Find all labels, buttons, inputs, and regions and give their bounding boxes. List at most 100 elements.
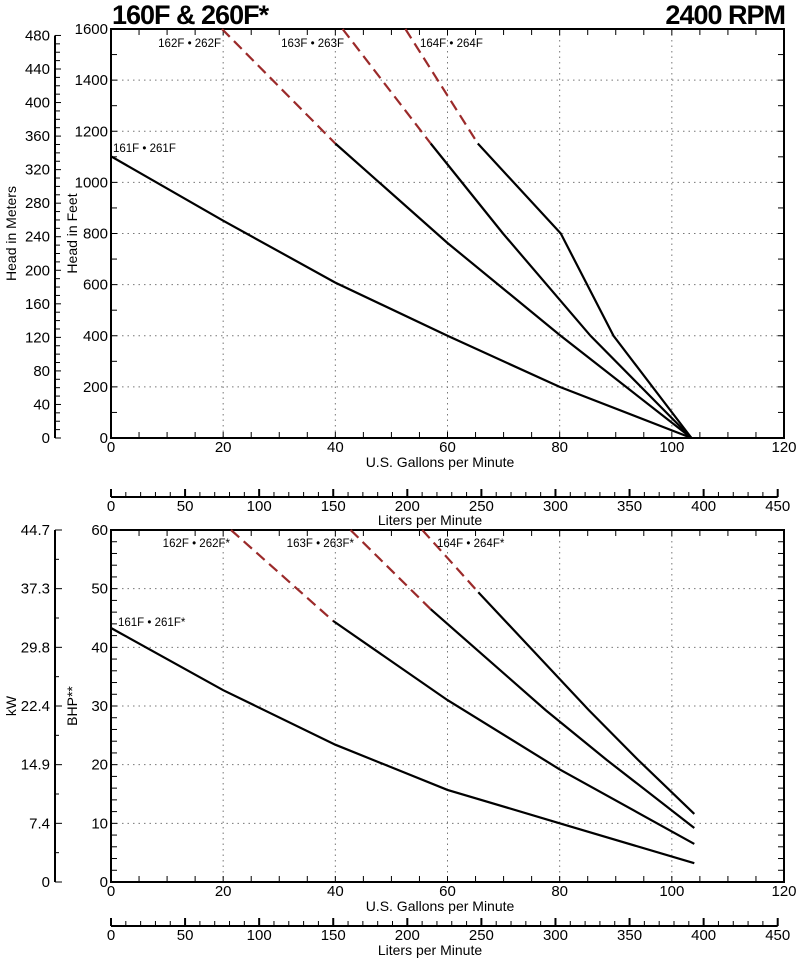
y-tick-label: 1400 bbox=[75, 72, 108, 89]
series-label: 163F • 263F* bbox=[287, 538, 355, 550]
liters-tick-label: 400 bbox=[691, 927, 716, 944]
plot-frame bbox=[110, 28, 785, 439]
meters-tick-label: 320 bbox=[25, 162, 50, 179]
series-label: 164F • 264F bbox=[420, 38, 483, 50]
x-tick-label: 60 bbox=[439, 439, 456, 456]
liters-tick-label: 250 bbox=[469, 498, 494, 515]
series-solid-line bbox=[429, 142, 693, 439]
liters-tick-label: 300 bbox=[543, 927, 568, 944]
meters-tick-label: 400 bbox=[25, 95, 50, 112]
kw-tick-label: 44.7 bbox=[21, 522, 50, 539]
liters-tick-label: 100 bbox=[247, 927, 272, 944]
y-tick-label: 1000 bbox=[75, 174, 108, 191]
series-solid-line bbox=[110, 627, 695, 865]
kw-tick-label: 7.4 bbox=[29, 815, 50, 832]
y-tick-label: 40 bbox=[91, 639, 108, 656]
series-solid-line bbox=[334, 142, 693, 439]
x-tick-label: 20 bbox=[215, 439, 232, 456]
y-tick-label: 20 bbox=[91, 757, 108, 774]
y-tick-label: 1600 bbox=[75, 21, 108, 38]
x-tick-label: 20 bbox=[215, 883, 232, 900]
series-label: 161F • 261F* bbox=[118, 617, 186, 629]
y-tick-label: 50 bbox=[91, 581, 108, 598]
y-tick-label: 600 bbox=[83, 277, 108, 294]
rpm-label: 2400 RPM bbox=[665, 0, 785, 30]
liters-tick-label: 250 bbox=[469, 927, 494, 944]
kw-tick-label: 0 bbox=[42, 874, 50, 891]
liters-tick-label: 350 bbox=[617, 927, 642, 944]
meters-tick-label: 240 bbox=[25, 229, 50, 246]
y-axis-title: BHP** bbox=[64, 686, 80, 726]
x-axis-title: U.S. Gallons per Minute bbox=[366, 898, 515, 914]
y-tick-label: 60 bbox=[91, 522, 108, 539]
series-dashed-line bbox=[341, 28, 432, 145]
series-solid-line bbox=[476, 142, 693, 439]
x-tick-label: 80 bbox=[551, 439, 568, 456]
series-dashed-line bbox=[421, 529, 480, 593]
liters-tick-label: 0 bbox=[107, 927, 115, 944]
liters-axis-title: Liters per Minute bbox=[378, 942, 482, 958]
series-label: 164F • 264F* bbox=[437, 538, 505, 550]
liters-axis-title: Liters per Minute bbox=[378, 512, 482, 528]
head-chart: 0 20 40 60 80 100 120 U.S. Gallons per Minute 0 2… bbox=[3, 21, 797, 528]
x-tick-label: 40 bbox=[327, 883, 344, 900]
liters-tick-label: 150 bbox=[321, 498, 346, 515]
kw-tick-label: 22.4 bbox=[21, 698, 50, 715]
x-tick-label: 100 bbox=[659, 883, 684, 900]
meters-tick-label: 440 bbox=[25, 61, 50, 78]
x-axis-title: U.S. Gallons per Minute bbox=[366, 454, 515, 470]
series-dashed-line bbox=[349, 529, 432, 610]
liters-tick-label: 50 bbox=[177, 927, 194, 944]
series-label: 162F • 262F bbox=[158, 38, 221, 50]
series-dashed-line bbox=[221, 28, 337, 145]
y-tick-label: 200 bbox=[83, 379, 108, 396]
x-tick-label: 60 bbox=[439, 883, 456, 900]
liters-tick-label: 400 bbox=[691, 498, 716, 515]
x-tick-label: 120 bbox=[771, 883, 796, 900]
y-tick-label: 800 bbox=[83, 226, 108, 243]
kw-tick-label: 29.8 bbox=[21, 639, 50, 656]
series-label: 163F • 263F bbox=[281, 38, 344, 50]
liters-tick-label: 0 bbox=[107, 498, 115, 515]
y-tick-label: 30 bbox=[91, 698, 108, 715]
liters-tick-label: 450 bbox=[765, 498, 790, 515]
x-tick-label: 40 bbox=[327, 439, 344, 456]
meters-tick-label: 40 bbox=[33, 396, 50, 413]
y-tick-label: 400 bbox=[83, 328, 108, 345]
y-axis-title: Head in Feet bbox=[64, 193, 80, 273]
liters-tick-label: 50 bbox=[177, 498, 194, 515]
x-tick-label: 0 bbox=[107, 439, 115, 456]
series-solid-line bbox=[477, 591, 696, 815]
liters-tick-label: 200 bbox=[395, 498, 420, 515]
x-tick-label: 0 bbox=[107, 883, 115, 900]
liters-tick-label: 150 bbox=[321, 927, 346, 944]
meters-tick-label: 200 bbox=[25, 262, 50, 279]
liters-tick-label: 300 bbox=[543, 498, 568, 515]
y2-axis-title: kW bbox=[3, 695, 19, 716]
y-tick-label: 0 bbox=[100, 430, 108, 447]
liters-tick-label: 350 bbox=[617, 498, 642, 515]
x-tick-label: 120 bbox=[771, 439, 796, 456]
y2-axis-title: Head in Meters bbox=[3, 186, 19, 281]
meters-tick-label: 360 bbox=[25, 128, 50, 145]
liters-tick-label: 450 bbox=[765, 927, 790, 944]
plot-frame bbox=[110, 529, 785, 883]
x-tick-label: 80 bbox=[551, 883, 568, 900]
series-solid-line bbox=[332, 619, 695, 845]
meters-tick-label: 0 bbox=[42, 430, 50, 447]
meters-tick-label: 280 bbox=[25, 195, 50, 212]
series-label: 161F • 261F bbox=[113, 143, 176, 155]
y-tick-label: 10 bbox=[91, 815, 108, 832]
series-dashed-line bbox=[404, 28, 479, 145]
y-tick-label: 0 bbox=[100, 874, 108, 891]
y-tick-label: 1200 bbox=[75, 123, 108, 140]
series-dashed-line bbox=[230, 529, 334, 622]
kw-tick-label: 37.3 bbox=[21, 581, 50, 598]
meters-tick-label: 80 bbox=[33, 363, 50, 380]
series-label: 162F • 262F* bbox=[163, 538, 231, 550]
meters-tick-label: 160 bbox=[25, 296, 50, 313]
meters-tick-label: 120 bbox=[25, 329, 50, 346]
kw-tick-label: 14.9 bbox=[21, 757, 50, 774]
